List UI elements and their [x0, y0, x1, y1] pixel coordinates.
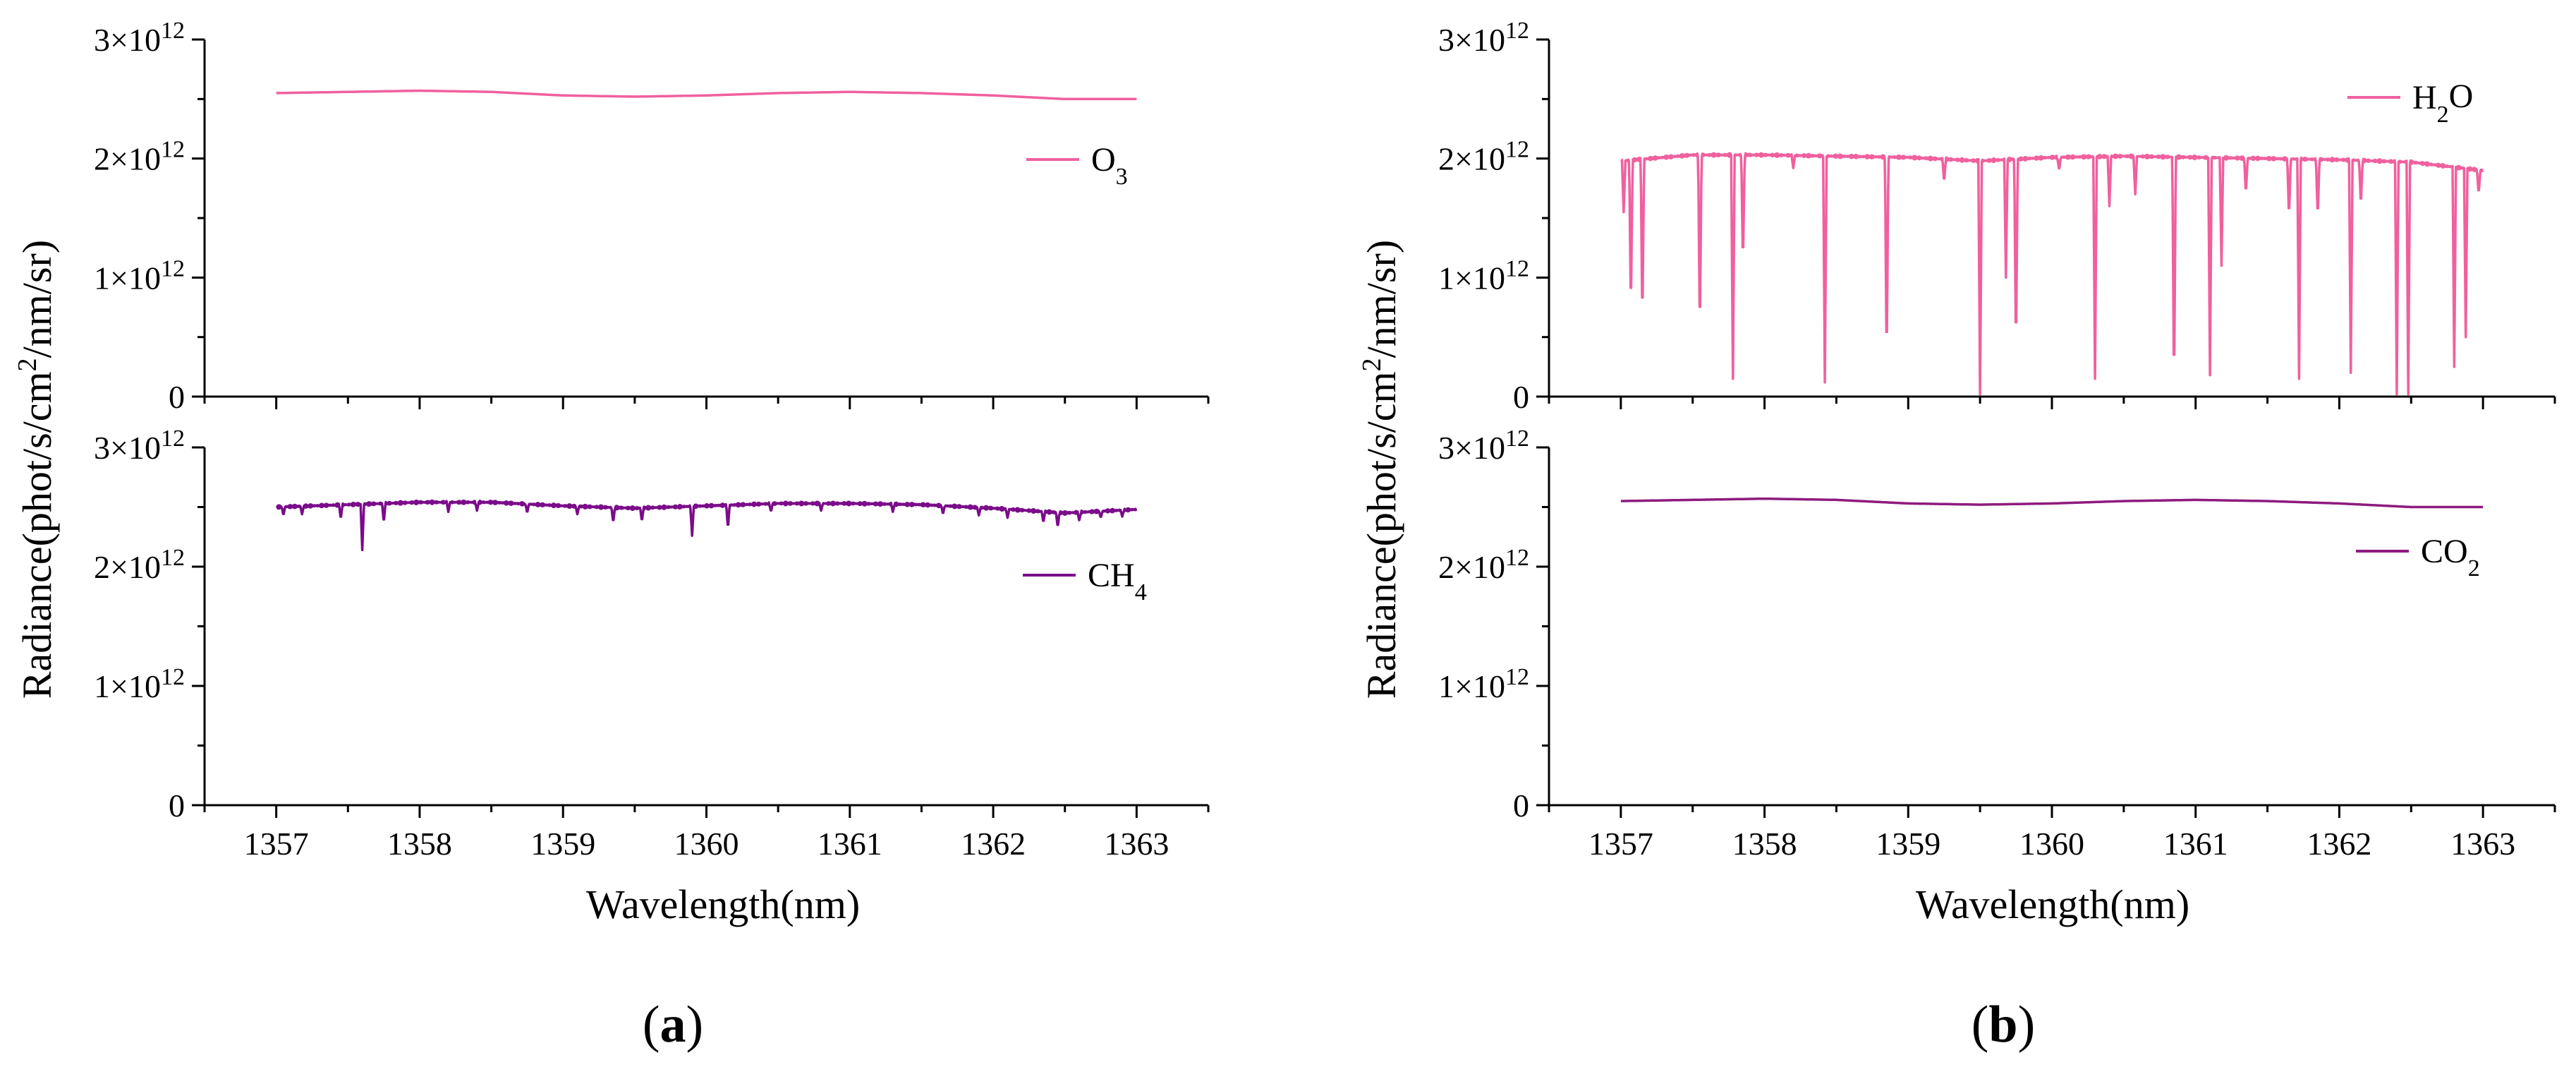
chart-b-bottom: 1357 1358 1359 1360 1361 1362 1363 0 1×1012 2×101…: [1438, 426, 2556, 862]
y-tick-label: 1×1012: [1438, 664, 1529, 705]
y-axis-label-b: Radiance(phot/s/cm2/nm/sr): [1357, 240, 1404, 699]
series-line-co2: [1620, 497, 2484, 509]
legend-label-o3: O3: [1091, 141, 1128, 190]
series-line-ch4: [275, 499, 1138, 552]
legend-label-ch4: CH4: [1088, 557, 1147, 605]
x-axis-label-a: Wavelength(nm): [586, 881, 860, 927]
x-tick-label: 1361: [818, 826, 882, 862]
y-tick-label: 1×1012: [94, 255, 185, 296]
y-tick-label: 2×1012: [94, 136, 185, 177]
x-tick-label: 1361: [2163, 826, 2228, 862]
series-line-h2o: [1620, 152, 2484, 396]
x-tick-label: 1362: [961, 826, 1026, 862]
y-tick-label: 0: [1513, 379, 1529, 415]
chart-a-top: 0 1×1012 2×1012 3×1012 O3: [94, 18, 1210, 415]
chart-a-bottom: 1357 1358 1359 1360 1361 1362 1363 0 1×1012 2×101…: [94, 426, 1210, 862]
y-tick-label: 1×1012: [94, 664, 185, 705]
x-tick-label: 1359: [530, 826, 595, 862]
y-tick-label: 0: [169, 379, 185, 415]
y-tick-label: 0: [1513, 788, 1529, 824]
y-tick-label: 2×1012: [1438, 545, 1529, 586]
legend-label-co2: CO2: [2421, 533, 2480, 581]
y-tick-label: 3×1012: [94, 18, 185, 59]
plot-area: 0 1×1012 2×1012 3×1012 O3 1357 1358 1359 1360 136…: [94, 18, 2556, 862]
y-tick-label: 2×1012: [1438, 136, 1529, 177]
y-tick-label: 3×1012: [94, 426, 185, 466]
y-tick-label: 3×1012: [1438, 18, 1529, 59]
panel-label-a: (a): [643, 996, 703, 1054]
y-tick-label: 3×1012: [1438, 426, 1529, 466]
x-tick-label: 1359: [1876, 826, 1940, 862]
panel-label-b: (b): [1972, 996, 2035, 1054]
y-tick-label: 2×1012: [94, 545, 185, 586]
y-axis-label-a: Radiance(phot/s/cm2/nm/sr): [13, 240, 60, 699]
x-tick-label: 1360: [674, 826, 739, 862]
x-tick-label: 1363: [2450, 826, 2515, 862]
series-line-o3: [275, 89, 1138, 101]
x-tick-label: 1363: [1104, 826, 1169, 862]
y-tick-label: 1×1012: [1438, 255, 1529, 296]
legend-label-h2o: H2O: [2412, 78, 2473, 128]
x-axis-label-b: Wavelength(nm): [1916, 881, 2189, 927]
chart-b-top: 0 1×1012 2×1012 3×1012 H2O: [1438, 18, 2556, 415]
x-tick-label: 1357: [244, 826, 309, 862]
x-tick-label: 1358: [387, 826, 452, 862]
x-tick-label: 1360: [2019, 826, 2084, 862]
x-tick-label: 1358: [1732, 826, 1797, 862]
x-tick-label: 1357: [1588, 826, 1653, 862]
x-tick-label: 1362: [2307, 826, 2371, 862]
y-tick-label: 0: [169, 788, 185, 824]
